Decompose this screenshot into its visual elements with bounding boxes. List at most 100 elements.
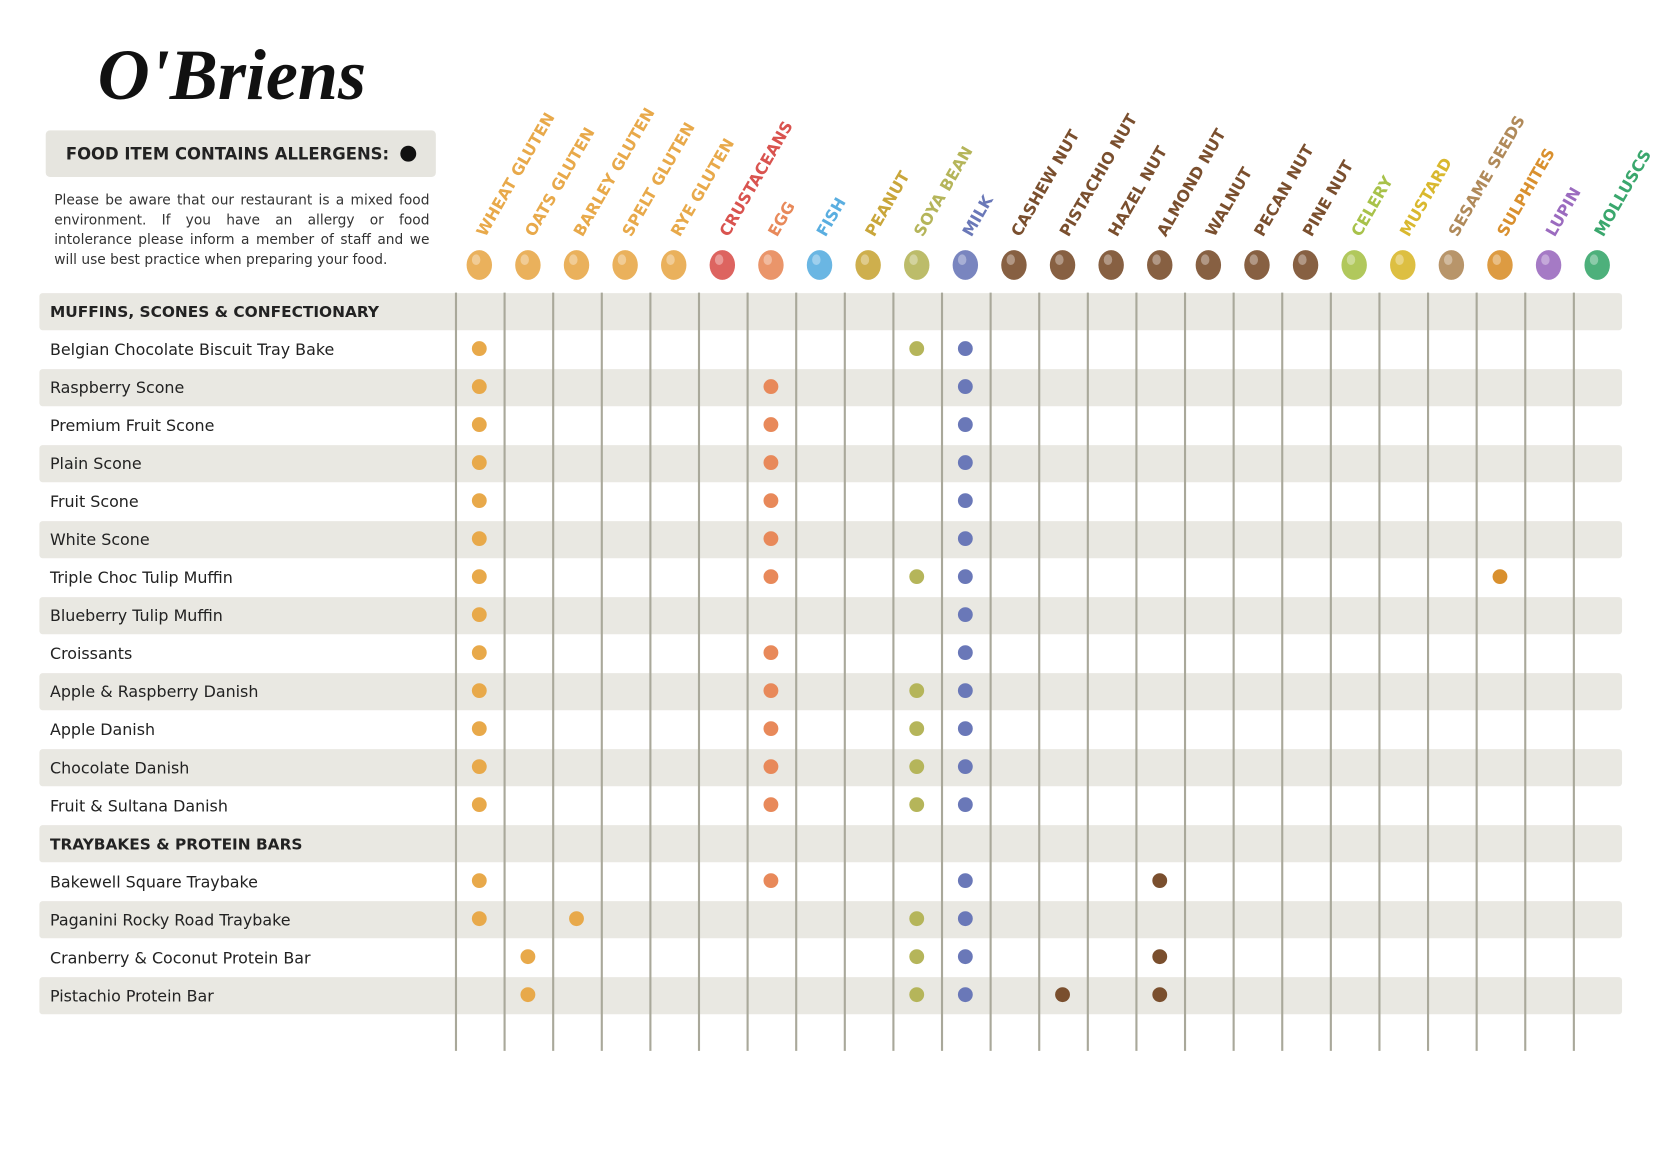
icon-shape	[1535, 250, 1562, 280]
allergen-dot	[471, 341, 487, 357]
icon-highlight	[1055, 254, 1064, 266]
allergen-icon	[806, 250, 833, 280]
row-band	[39, 521, 1623, 559]
icon-highlight	[1346, 254, 1356, 266]
allergen-icon	[1584, 250, 1610, 280]
icon-highlight	[1298, 254, 1307, 266]
allergen-icon	[1001, 250, 1027, 280]
icon-shape	[1292, 250, 1319, 280]
icon-highlight	[1103, 254, 1113, 266]
legend-dot	[400, 145, 417, 162]
icon-highlight	[1492, 254, 1502, 266]
icon-shape	[855, 250, 881, 280]
icon-highlight	[1541, 254, 1550, 266]
allergen-dot	[471, 873, 487, 889]
section-band	[39, 825, 1623, 863]
allergen-dot	[471, 911, 487, 927]
row-band	[39, 749, 1623, 787]
allergen-label: LUPIN	[1542, 184, 1585, 240]
allergen-dot	[957, 493, 973, 509]
allergen-dot	[957, 455, 973, 471]
item-name: Raspberry Scone	[50, 378, 184, 397]
allergen-dot	[1492, 569, 1508, 585]
allergen-dot	[520, 987, 536, 1003]
icon-highlight	[812, 254, 821, 266]
allergen-dot	[957, 759, 973, 775]
allergen-label: EGG	[764, 198, 799, 240]
icon-highlight	[1249, 254, 1259, 266]
allergen-dot	[957, 987, 973, 1003]
icon-highlight	[1443, 254, 1453, 266]
allergen-icon	[1487, 250, 1513, 280]
icon-shape	[563, 250, 590, 280]
item-name: Fruit Scone	[50, 492, 139, 511]
allergen-dot	[471, 493, 487, 509]
allergen-dot	[957, 531, 973, 547]
item-name: Croissants	[50, 644, 132, 663]
row-band	[39, 901, 1623, 939]
item-name: Apple Danish	[50, 720, 155, 739]
allergen-dot	[763, 493, 779, 509]
allergen-dot	[957, 949, 973, 965]
allergen-icon	[1292, 250, 1319, 280]
icon-highlight	[569, 254, 578, 266]
row-band	[39, 369, 1623, 407]
allergen-icon	[1535, 250, 1562, 280]
allergen-icon	[1195, 250, 1222, 280]
allergen-icon	[1390, 250, 1416, 280]
allergen-dot	[909, 911, 925, 927]
icon-highlight	[666, 254, 675, 266]
allergen-dot	[957, 379, 973, 395]
allergen-icon	[612, 250, 638, 280]
allergen-dot	[957, 873, 973, 889]
allergen-icon	[1147, 250, 1173, 280]
allergen-dot	[471, 379, 487, 395]
item-name: Cranberry & Coconut Protein Bar	[50, 948, 311, 967]
allergen-dot	[909, 949, 925, 965]
item-name: Plain Scone	[50, 454, 142, 473]
allergen-dot	[471, 455, 487, 471]
allergen-icon	[660, 250, 687, 280]
allergen-dot	[471, 683, 487, 699]
icon-highlight	[1152, 254, 1161, 266]
allergen-dot	[763, 417, 779, 433]
allergen-label: MILK	[958, 191, 997, 239]
item-name: Apple & Raspberry Danish	[50, 682, 258, 701]
icon-highlight	[957, 254, 967, 266]
allergen-dot	[471, 417, 487, 433]
allergen-icon	[855, 250, 881, 280]
section-title: TRAYBAKES & PROTEIN BARS	[50, 835, 303, 853]
icon-shape	[1584, 250, 1610, 280]
icon-shape	[1001, 250, 1027, 280]
row-band	[39, 445, 1623, 483]
allergen-dot	[569, 911, 584, 927]
icon-shape	[1487, 250, 1513, 280]
allergen-icon	[1341, 250, 1367, 280]
icon-highlight	[617, 254, 627, 266]
allergen-label: MOLLUSCS	[1590, 146, 1654, 239]
allergen-icon	[1049, 250, 1076, 280]
allergen-dot	[763, 873, 779, 889]
allergen-dot	[763, 721, 779, 737]
allergen-dot	[909, 797, 925, 813]
icon-shape	[1341, 250, 1367, 280]
allergen-icon	[758, 250, 784, 280]
allergen-dot	[909, 683, 925, 699]
allergen-dot	[957, 607, 973, 623]
allergen-dot	[1152, 987, 1168, 1003]
icon-highlight	[763, 254, 772, 266]
icon-highlight	[1006, 254, 1016, 266]
icon-shape	[612, 250, 638, 280]
allergen-label: CELERY	[1347, 172, 1397, 239]
notice-box: Please be aware that our restaurant is a…	[54, 193, 429, 268]
icon-highlight	[714, 254, 724, 266]
icon-shape	[515, 250, 541, 280]
allergen-icon	[563, 250, 590, 280]
allergen-dot	[957, 911, 973, 927]
legend: FOOD ITEM CONTAINS ALLERGENS:	[66, 144, 389, 163]
allergen-dot	[471, 531, 487, 547]
icon-shape	[466, 250, 493, 280]
item-name: White Scone	[50, 530, 150, 549]
icon-shape	[1098, 250, 1124, 280]
